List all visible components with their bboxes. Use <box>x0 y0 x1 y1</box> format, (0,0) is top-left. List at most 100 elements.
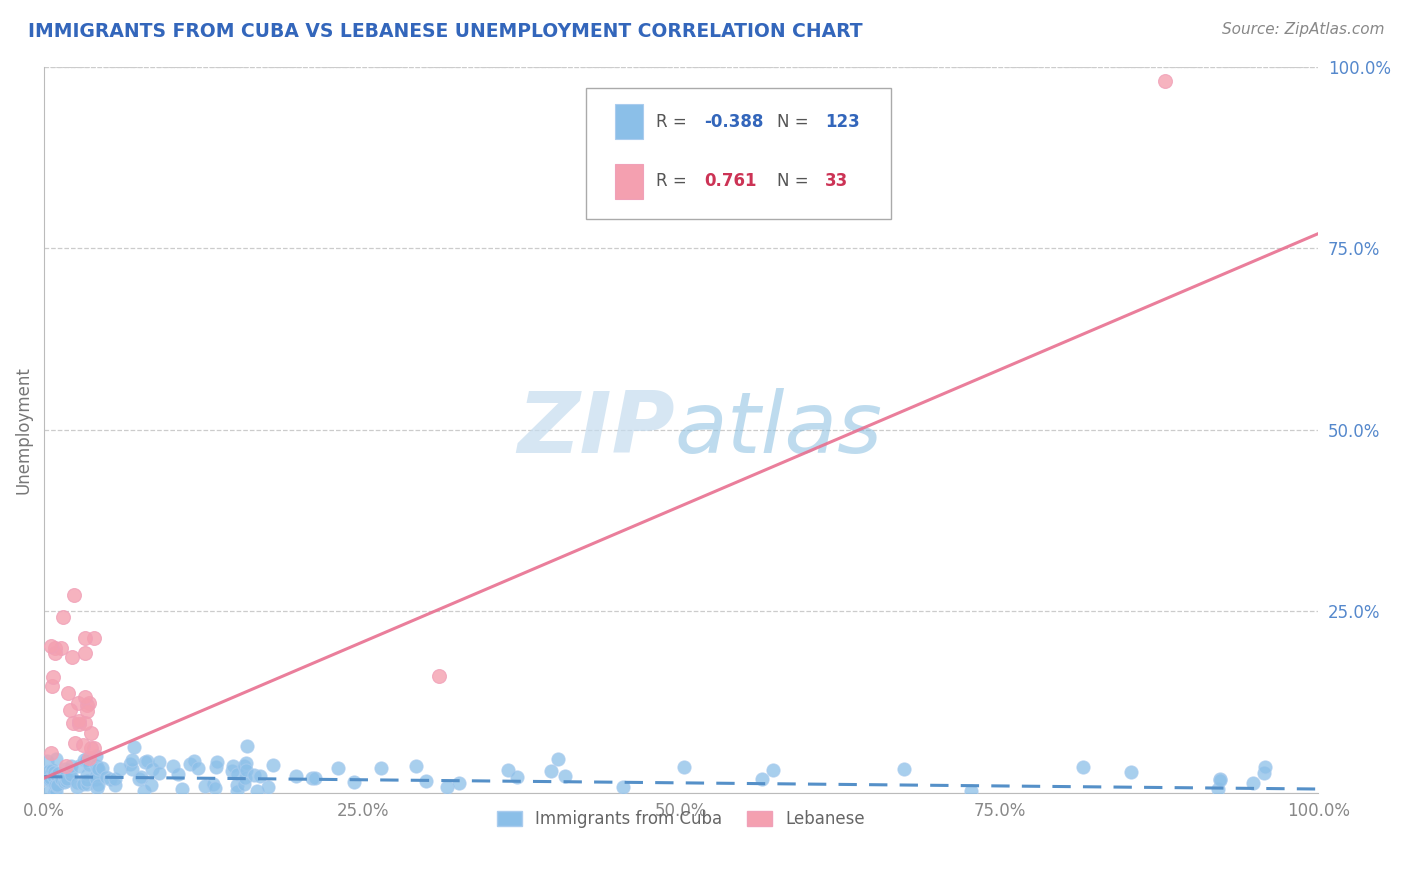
Point <box>55 759 77 773</box>
Point <box>75 752 97 766</box>
Text: IMMIGRANTS FROM CUBA VS LEBANESE UNEMPLOYMENT CORRELATION CHART: IMMIGRANTS FROM CUBA VS LEBANESE UNEMPLO… <box>28 22 863 41</box>
Point <box>76 767 98 781</box>
FancyBboxPatch shape <box>586 88 891 219</box>
Point <box>44 778 66 792</box>
Text: atlas: atlas <box>675 388 883 471</box>
Point <box>96 770 118 784</box>
Point <box>118 756 141 771</box>
Point <box>506 770 529 784</box>
Point <box>84 749 107 764</box>
Point <box>128 772 150 786</box>
Point <box>187 760 209 774</box>
Point <box>554 768 576 782</box>
Point <box>343 774 366 789</box>
Point <box>1206 782 1229 797</box>
Point <box>34 770 56 784</box>
Point <box>59 764 82 778</box>
Point <box>1253 766 1275 780</box>
Point <box>415 773 437 788</box>
Text: -0.388: -0.388 <box>704 112 763 131</box>
Point <box>427 669 450 683</box>
Point <box>233 759 256 773</box>
Point <box>148 765 170 780</box>
Point <box>226 783 249 797</box>
Point <box>148 755 170 769</box>
Point <box>76 773 98 788</box>
Point <box>612 780 634 795</box>
Point <box>87 778 110 792</box>
Point <box>42 670 65 684</box>
Point <box>129 771 152 785</box>
Point <box>83 741 105 756</box>
Point <box>121 753 143 767</box>
Point <box>73 631 96 645</box>
Point <box>41 679 63 693</box>
Point <box>44 646 66 660</box>
Point <box>73 753 96 767</box>
Point <box>1209 772 1232 787</box>
Point <box>249 769 271 783</box>
Point <box>44 641 66 656</box>
Point <box>204 760 226 774</box>
Point <box>86 761 108 775</box>
Point <box>39 771 62 785</box>
Point <box>893 762 915 776</box>
Point <box>86 781 108 796</box>
Text: 0.761: 0.761 <box>704 172 756 190</box>
Point <box>51 640 73 655</box>
Point <box>436 780 458 795</box>
Point <box>225 778 247 792</box>
Point <box>59 768 82 782</box>
Point <box>262 758 284 772</box>
Point <box>233 777 256 791</box>
Point <box>1154 74 1177 88</box>
Point <box>46 766 69 780</box>
Point <box>62 716 84 731</box>
Point <box>135 754 157 768</box>
Point <box>141 762 163 776</box>
Point <box>221 764 243 779</box>
Point <box>63 588 86 602</box>
Point <box>122 740 145 755</box>
Point <box>134 756 156 770</box>
Point <box>167 766 190 780</box>
Point <box>170 781 193 796</box>
Point <box>37 785 59 799</box>
Point <box>87 762 110 776</box>
Point <box>52 774 75 789</box>
Point <box>86 772 108 786</box>
Point <box>104 778 127 792</box>
Point <box>121 763 143 777</box>
Point <box>69 714 91 728</box>
Point <box>179 757 201 772</box>
Point <box>90 761 112 775</box>
Text: R =: R = <box>655 112 692 131</box>
Point <box>52 610 75 624</box>
Point <box>84 758 107 772</box>
Point <box>547 752 569 766</box>
Point <box>233 772 256 786</box>
Point <box>60 759 83 773</box>
Point <box>134 784 156 798</box>
Point <box>67 759 90 773</box>
Point <box>83 632 105 646</box>
Point <box>79 757 101 772</box>
Text: R =: R = <box>655 172 692 190</box>
Point <box>72 739 94 753</box>
Point <box>42 765 65 780</box>
Point <box>86 768 108 782</box>
Point <box>204 780 226 795</box>
Point <box>80 740 103 755</box>
Point <box>540 764 562 778</box>
Point <box>66 776 89 790</box>
Point <box>76 698 98 712</box>
Point <box>67 717 90 731</box>
Point <box>75 690 97 705</box>
Point <box>104 772 127 786</box>
Point <box>235 756 257 770</box>
Point <box>79 725 101 739</box>
Point <box>242 768 264 782</box>
Point <box>45 778 67 792</box>
Point <box>41 746 63 760</box>
Point <box>42 769 65 783</box>
